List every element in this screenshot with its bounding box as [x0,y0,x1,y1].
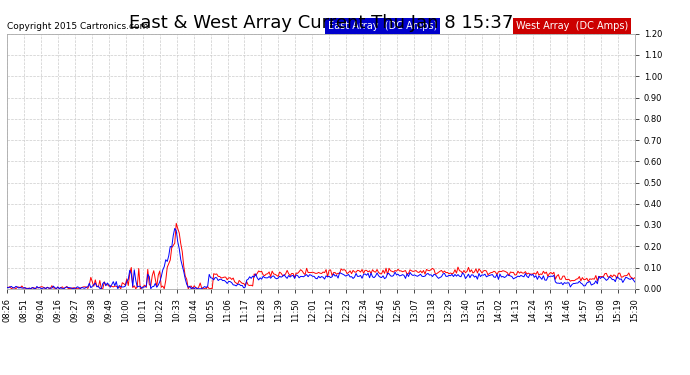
Text: East Array  (DC Amps): East Array (DC Amps) [328,21,437,31]
Text: Copyright 2015 Cartronics.com: Copyright 2015 Cartronics.com [7,22,148,31]
Title: East & West Array Current Thu Jan 8 15:37: East & West Array Current Thu Jan 8 15:3… [128,14,513,32]
Text: West Array  (DC Amps): West Array (DC Amps) [516,21,629,31]
